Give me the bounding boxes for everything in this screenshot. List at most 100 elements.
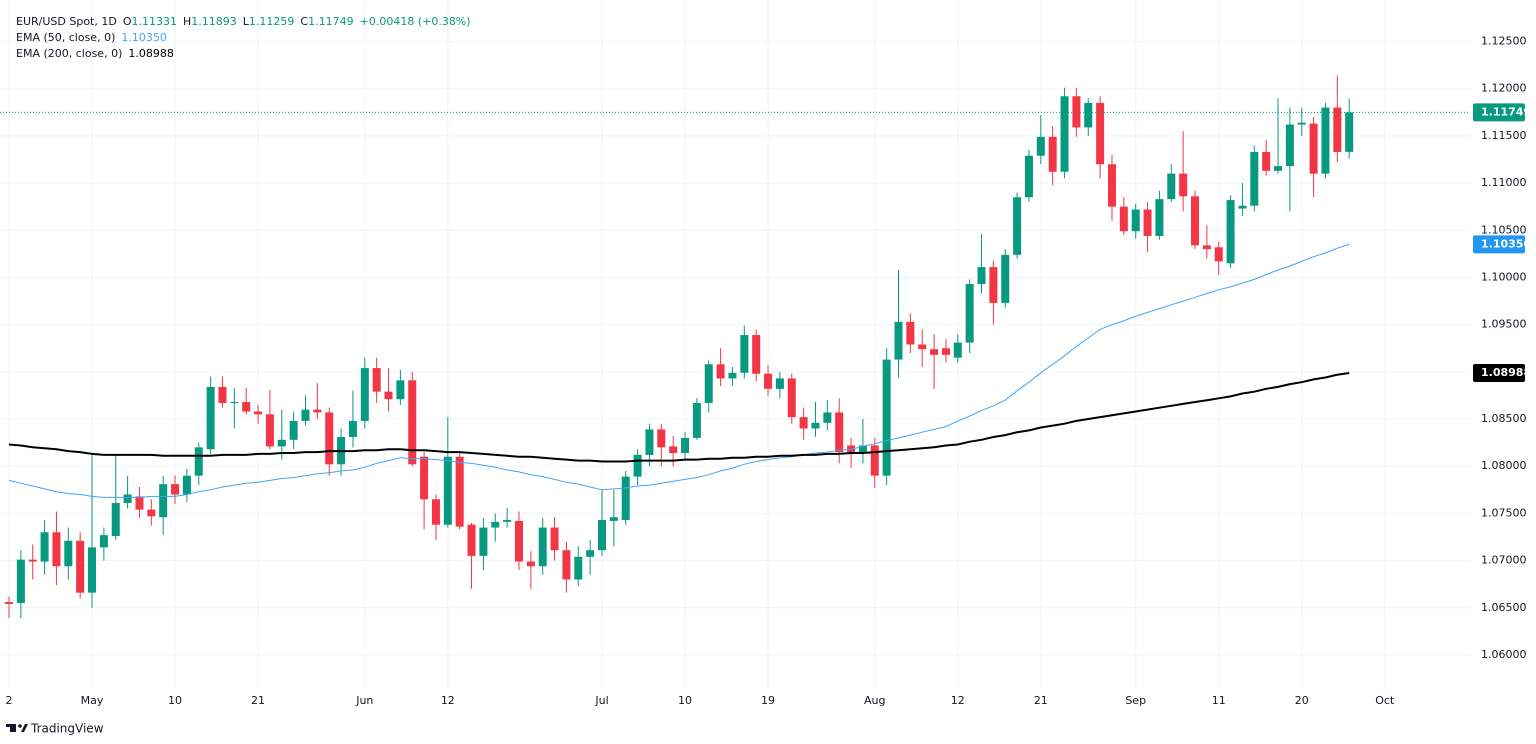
- candle-body: [408, 380, 417, 465]
- logo-shape: [21, 724, 28, 732]
- candle-body: [491, 521, 500, 528]
- candle-body: [574, 556, 583, 580]
- candle-body: [681, 437, 690, 454]
- candle-body: [752, 335, 761, 374]
- candle-body: [40, 532, 49, 562]
- prefix: H: [183, 15, 192, 28]
- ohlc-row: EUR/USD Spot, 1D O 1.11331 H 1.11893 L 1.11…: [16, 14, 471, 30]
- candle-body: [265, 414, 274, 447]
- candle-body: [1167, 173, 1176, 200]
- y-tick-label: 1.12500: [1481, 35, 1527, 48]
- candle-body: [111, 503, 120, 537]
- x-tick-label: Oct: [1375, 694, 1395, 707]
- candle-body: [206, 386, 215, 450]
- candle-body: [621, 476, 630, 521]
- candle-body: [1024, 155, 1033, 198]
- candle-body: [1333, 107, 1342, 152]
- candle-body: [835, 412, 844, 453]
- logo-shape: [6, 724, 16, 727]
- price-label-box: [1473, 103, 1525, 122]
- y-tick-label: 1.10000: [1481, 270, 1527, 283]
- candle-body: [479, 527, 488, 556]
- x-tick-label: 12: [441, 694, 455, 707]
- candle-body: [16, 559, 25, 604]
- candle-body: [562, 550, 571, 580]
- price-label: 1.08988: [1481, 366, 1531, 379]
- ema-name: EMA (50, close, 0): [16, 31, 116, 44]
- y-tick-label: 1.11000: [1481, 176, 1527, 189]
- x-tick-label: 20: [1295, 694, 1309, 707]
- candle-body: [28, 559, 37, 562]
- candle-body: [147, 509, 156, 517]
- candle-body: [242, 402, 251, 412]
- candle-body: [645, 429, 654, 455]
- candle-body: [230, 402, 239, 404]
- candle-body: [99, 535, 108, 548]
- y-tick-label: 1.08500: [1481, 412, 1527, 425]
- candle-body: [159, 484, 168, 518]
- candle-body: [467, 524, 476, 556]
- candle-body: [5, 602, 13, 605]
- ohlc-open: O 1.11331: [123, 14, 177, 30]
- candle-body: [811, 422, 820, 429]
- candle-body: [1143, 209, 1152, 236]
- candle-body: [76, 540, 85, 593]
- candle-body: [1191, 196, 1199, 246]
- candle-body: [1345, 112, 1354, 152]
- candle-body: [182, 475, 191, 495]
- candle-body: [882, 359, 891, 476]
- brand-logo: TradingView: [6, 722, 104, 736]
- ema-name: EMA (200, close, 0): [16, 47, 123, 60]
- candle-body: [218, 386, 227, 403]
- candle-body: [1001, 254, 1010, 303]
- candle-body: [704, 364, 713, 403]
- axis: 1.06000 1.06500 1.07000 1.07500 1.08000 1.085…: [6, 35, 1532, 707]
- x-tick-label: Aug: [864, 694, 885, 707]
- candle-body: [1309, 123, 1318, 174]
- candle-body: [1013, 197, 1022, 255]
- candle-body: [123, 494, 132, 504]
- candle-body: [1036, 136, 1045, 156]
- legend: EUR/USD Spot, 1D O 1.11331 H 1.11893 L 1.11…: [16, 14, 471, 62]
- candle-body: [1060, 96, 1069, 172]
- x-tick-label: 19: [761, 694, 775, 707]
- candle-body: [941, 348, 950, 355]
- value: 1.11331: [131, 15, 178, 28]
- ema-row: EMA (200, close, 0) 1.08988: [16, 46, 471, 62]
- y-tick-label: 1.11500: [1481, 129, 1527, 142]
- candle-body: [1285, 124, 1294, 167]
- x-tick-label: 21: [1034, 694, 1048, 707]
- logo-shape: [10, 724, 16, 732]
- value: 1.11893: [191, 15, 237, 28]
- price-label-box: [1473, 363, 1525, 382]
- marks: [0, 75, 1470, 619]
- candle-body: [135, 496, 144, 510]
- candle-body: [1250, 151, 1259, 206]
- y-tick-label: 1.08000: [1481, 459, 1527, 472]
- ohlc-close: C 1.11749: [300, 14, 353, 30]
- candle-body: [1297, 122, 1306, 125]
- candle-body: [1131, 209, 1140, 232]
- prefix: L: [242, 15, 249, 28]
- ohlc-low: L 1.11259: [243, 14, 295, 30]
- candle-body: [1214, 247, 1223, 262]
- candle-body: [977, 267, 986, 285]
- x-tick-label: Jun: [355, 694, 373, 707]
- candle-body: [930, 349, 939, 355]
- x-tick-label: Jul: [594, 694, 608, 707]
- candle-body: [52, 532, 61, 567]
- symbol-title: EUR/USD Spot, 1D: [16, 15, 117, 28]
- price-label-box: [1473, 235, 1525, 254]
- candle-body: [313, 409, 322, 413]
- candle-body: [443, 456, 452, 525]
- candle-body: [289, 420, 298, 440]
- candle-body: [384, 391, 393, 400]
- candle-body: [858, 445, 867, 453]
- candle-body: [277, 439, 286, 447]
- x-tick-label: Sep: [1125, 694, 1146, 707]
- candle-body: [360, 368, 369, 421]
- candle-body: [503, 520, 512, 522]
- y-tick-label: 1.07000: [1481, 554, 1527, 567]
- prefix: C: [300, 15, 309, 28]
